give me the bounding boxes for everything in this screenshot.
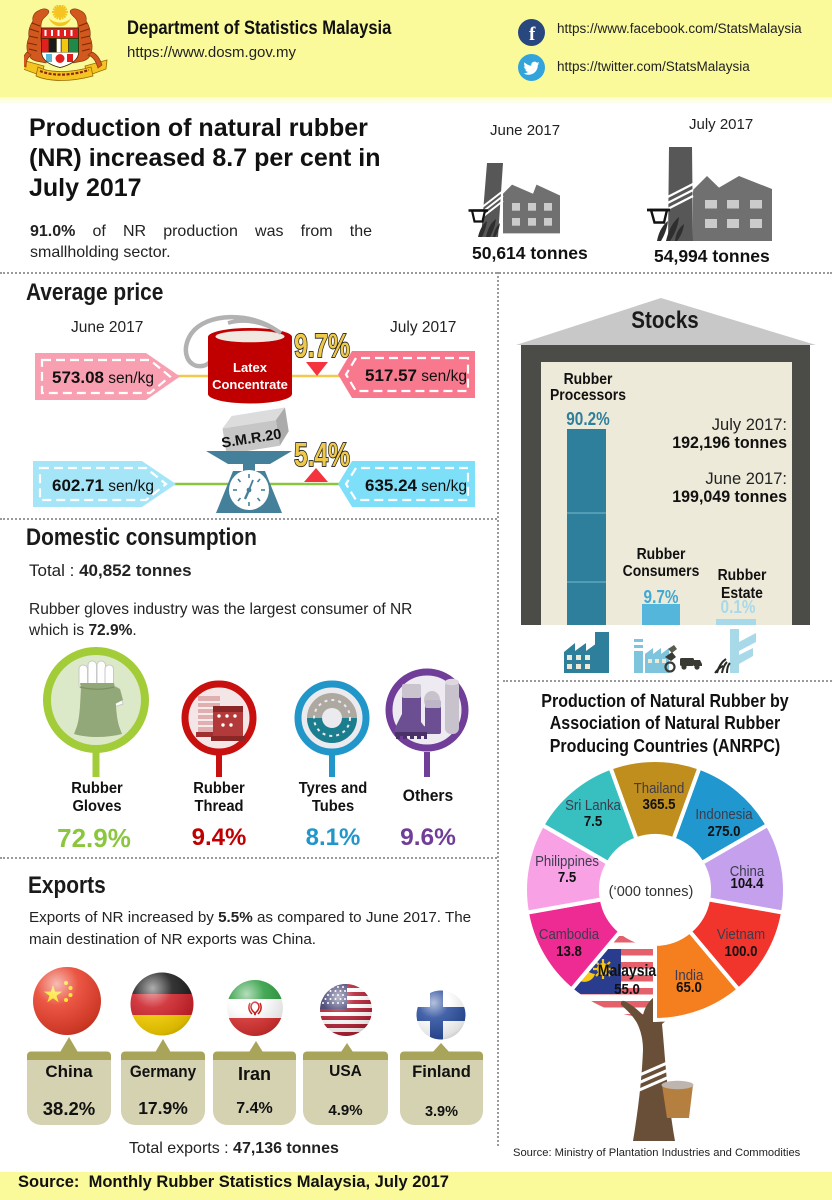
svg-text:635.24 sen/kg: 635.24 sen/kg [365,476,467,495]
svg-text:Concentrate: Concentrate [212,377,288,392]
svg-text:602.71 sen/kg: 602.71 sen/kg [52,476,154,495]
svg-text:9.7%: 9.7% [294,329,350,365]
svg-text:Latex: Latex [233,360,268,375]
svg-text:5.4%: 5.4% [294,438,350,474]
svg-text:573.08 sen/kg: 573.08 sen/kg [52,368,154,387]
svg-text:517.57 sen/kg: 517.57 sen/kg [365,366,467,385]
